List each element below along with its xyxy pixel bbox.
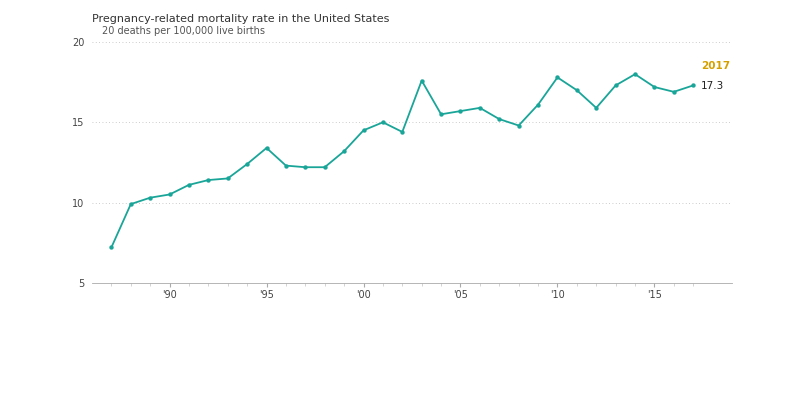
Point	[144, 194, 157, 201]
Text: 20 deaths per 100,000 live births: 20 deaths per 100,000 live births	[102, 26, 265, 36]
Point	[667, 89, 680, 95]
Point	[124, 201, 137, 207]
Point	[260, 145, 273, 151]
Point	[202, 177, 214, 183]
Point	[279, 162, 292, 169]
Point	[551, 74, 564, 81]
Point	[182, 182, 195, 188]
Text: Stark Maternal Health Inequities in the US: Stark Maternal Health Inequities in the …	[64, 342, 564, 362]
Point	[396, 129, 409, 135]
Point	[357, 127, 370, 134]
Text: 1: 1	[20, 342, 34, 362]
Point	[415, 77, 428, 84]
Point	[299, 164, 312, 170]
Point	[532, 101, 545, 108]
Point	[222, 175, 234, 182]
Point	[629, 71, 642, 77]
Point	[493, 116, 506, 122]
Point	[377, 119, 390, 126]
Point	[241, 161, 254, 167]
Point	[318, 164, 331, 170]
Point	[454, 108, 467, 114]
Point	[687, 82, 700, 89]
Text: 2017: 2017	[701, 61, 730, 71]
Text: Pregnancy-related mortality rate in the United States: Pregnancy-related mortality rate in the …	[92, 14, 390, 24]
Point	[648, 84, 661, 90]
Point	[590, 105, 602, 111]
Point	[163, 191, 176, 198]
Point	[105, 244, 118, 251]
Point	[434, 111, 447, 117]
Point	[610, 82, 622, 89]
Point	[512, 122, 525, 129]
Point	[570, 87, 583, 93]
Point	[338, 148, 350, 154]
Text: 17.3: 17.3	[701, 81, 724, 91]
Point	[474, 105, 486, 111]
